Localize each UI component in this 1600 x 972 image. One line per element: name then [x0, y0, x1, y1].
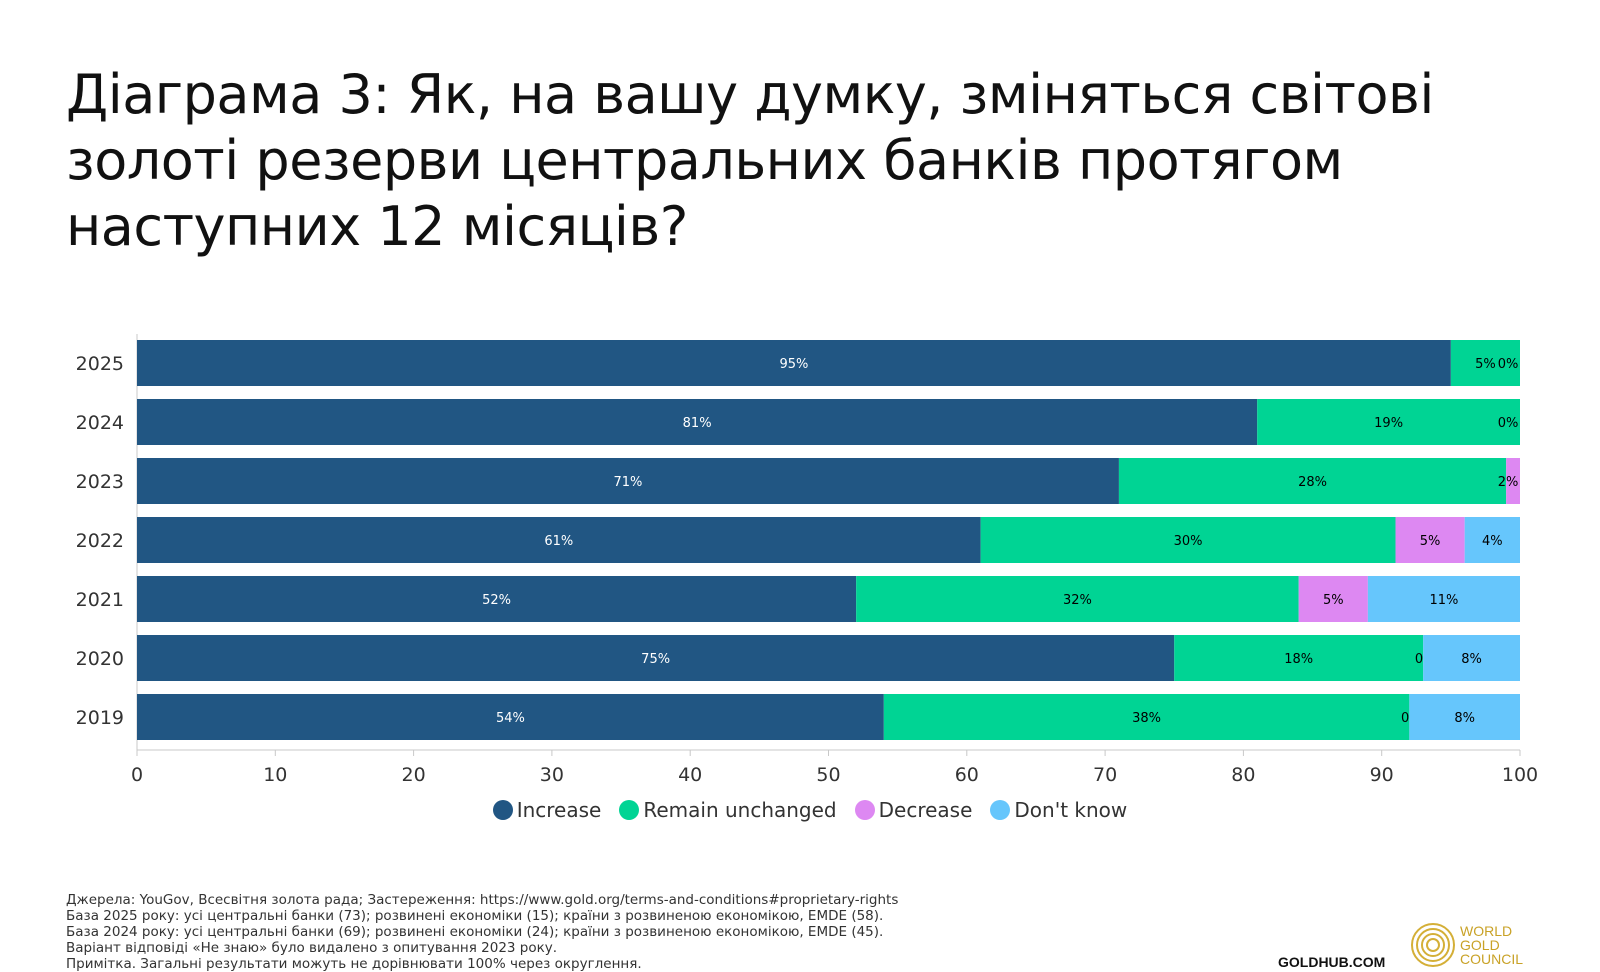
bar-segment-increase [137, 458, 1119, 504]
bar-segment-remain-unchanged [980, 517, 1396, 563]
data-label: 71% [614, 475, 643, 490]
data-label: 18% [1284, 652, 1313, 667]
legend-label-dont-know: Don't know [1014, 798, 1128, 822]
data-label: 54% [496, 711, 525, 726]
data-label: 5% [1420, 534, 1441, 549]
legend-swatch-dont-know [990, 800, 1011, 820]
x-tick-label: 40 [678, 764, 702, 786]
bar-segment-remain-unchanged [1174, 635, 1424, 681]
x-tick-label: 100 [1502, 764, 1538, 786]
data-label: 4% [1482, 534, 1503, 549]
logo-line-1: WORLD [1460, 923, 1513, 939]
bar-segment-remain-unchanged [856, 576, 1299, 622]
y-category-label: 2022 [76, 530, 124, 552]
y-category-label: 2025 [76, 353, 124, 375]
goldhub-link[interactable]: GOLDHUB.COM [1278, 954, 1386, 970]
chart-title: Діаграма 3: Як, на вашу думку, зміняться… [66, 62, 1506, 260]
legend-item-dont-know[interactable]: Don't know [990, 798, 1127, 822]
x-tick-label: 30 [540, 764, 564, 786]
data-label: 5% [1475, 357, 1496, 372]
data-label: 61% [544, 534, 573, 549]
bar-segment-increase [137, 340, 1451, 386]
data-label: 0% [1498, 416, 1519, 431]
legend-label-increase: Increase [516, 798, 602, 822]
bar-segment-don-t-know [1464, 517, 1520, 563]
bar-segment-decrease [1395, 517, 1465, 563]
y-category-label: 2023 [76, 471, 124, 493]
world-gold-council-wordmark: WORLD GOLD COUNCIL [1460, 924, 1523, 966]
x-tick-label: 60 [955, 764, 979, 786]
bar-segment-increase [137, 399, 1258, 445]
bar-segment-decrease [1298, 576, 1368, 622]
data-label: 2% [1498, 475, 1519, 490]
bar-segment-increase [137, 694, 884, 740]
data-label: 0% [1498, 357, 1519, 372]
source-footnotes: Джерела: YouGov, Всесвітня золота рада; … [66, 892, 1266, 972]
footnote-sources: Джерела: YouGov, Всесвітня золота рада; … [66, 892, 899, 908]
footnote-dont-know: Варіант відповіді «Не знаю» було видален… [66, 940, 558, 956]
data-label: 75% [641, 652, 670, 667]
data-label: 5% [1323, 593, 1344, 608]
title-line-1: Діаграма 3: Як, на вашу думку, зміняться… [66, 63, 1434, 126]
bar-segment-remain-unchanged [883, 694, 1410, 740]
y-category-label: 2021 [76, 589, 124, 611]
data-label: 28% [1298, 475, 1327, 490]
data-label: 81% [683, 416, 712, 431]
bar-segment-don-t-know [1367, 576, 1520, 622]
legend-item-remain-unchanged[interactable]: Remain unchanged [619, 798, 837, 822]
title-line-2: золоті резерви центральних банків протяг… [66, 129, 1343, 192]
bar-segment-don-t-know [1409, 694, 1520, 740]
legend-swatch-decrease [854, 800, 875, 820]
data-label: 11% [1429, 593, 1458, 608]
logo-line-2: GOLD [1460, 937, 1500, 953]
data-label: 8% [1461, 652, 1482, 667]
y-category-label: 2019 [76, 707, 124, 729]
y-category-label: 2024 [76, 412, 124, 434]
bar-segment-don-t-know [1423, 635, 1520, 681]
title-line-3: наступних 12 місяців? [66, 195, 688, 258]
legend-label-remain-unchanged: Remain unchanged [643, 798, 837, 822]
world-gold-council-logo-icon [1411, 923, 1455, 967]
bar-segment-remain-unchanged [1118, 458, 1507, 504]
legend-label-decrease: Decrease [878, 798, 973, 822]
data-label: 30% [1174, 534, 1203, 549]
data-label: 8% [1454, 711, 1475, 726]
legend-item-decrease[interactable]: Decrease [854, 798, 973, 822]
bar-segment-increase [137, 576, 857, 622]
data-label: 19% [1374, 416, 1403, 431]
x-tick-label: 70 [1093, 764, 1117, 786]
bar-segment-remain-unchanged [1450, 340, 1520, 386]
footnote-base-2025: База 2025 року: усі центральні банки (73… [66, 908, 884, 924]
chart-legend: Increase Remain unchanged Decrease Don't… [0, 798, 1600, 822]
footnote-rounding: Примітка. Загальні результати можуть не … [66, 956, 642, 972]
legend-swatch-remain-unchanged [619, 800, 640, 820]
x-tick-label: 10 [263, 764, 287, 786]
footnote-base-2024: База 2024 року: усі центральні банки (69… [66, 924, 884, 940]
logo-line-3: COUNCIL [1460, 951, 1524, 967]
data-label: 52% [482, 593, 511, 608]
bar-segment-remain-unchanged [1257, 399, 1520, 445]
data-label: 38% [1132, 711, 1161, 726]
x-tick-label: 90 [1370, 764, 1394, 786]
data-label: 32% [1063, 593, 1092, 608]
bar-segment-increase [137, 635, 1175, 681]
legend-swatch-increase [492, 800, 513, 820]
bar-segment-increase [137, 517, 981, 563]
x-tick-label: 20 [402, 764, 426, 786]
data-label: 95% [779, 357, 808, 372]
x-tick-label: 50 [816, 764, 840, 786]
x-tick-label: 0 [131, 764, 143, 786]
bar-segment-decrease [1506, 458, 1520, 504]
y-category-label: 2020 [76, 648, 124, 670]
legend-item-increase[interactable]: Increase [492, 798, 602, 822]
x-tick-label: 80 [1231, 764, 1255, 786]
